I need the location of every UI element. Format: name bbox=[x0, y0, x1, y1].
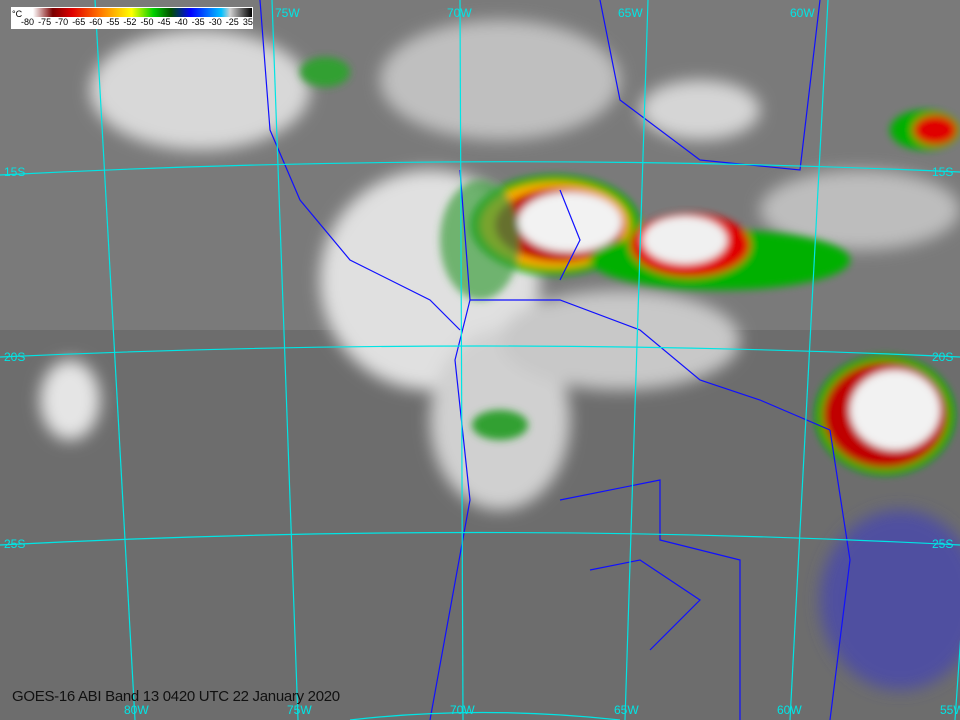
lat-label: 15S bbox=[932, 165, 954, 179]
image-caption: GOES-16 ABI Band 13 0420 UTC 22 January … bbox=[12, 688, 340, 705]
lon-label: 55W bbox=[940, 703, 960, 717]
colorbar-tick: -55 bbox=[106, 17, 120, 27]
colorbar-ticks: -80 -75 -70 -65 -60 -55 -52 -50 -45 -40 … bbox=[21, 17, 253, 27]
colorbar-tick: -35 bbox=[191, 17, 205, 27]
lon-label: 60W bbox=[790, 6, 815, 20]
country-borders bbox=[259, 0, 851, 720]
colorbar-tick: -52 bbox=[123, 17, 137, 27]
lon-label: 70W bbox=[447, 6, 472, 20]
lat-label: 20S bbox=[932, 350, 954, 364]
colorbar-tick: -65 bbox=[72, 17, 86, 27]
lon-label: 70W bbox=[450, 703, 475, 717]
colorbar-tick: -45 bbox=[157, 17, 171, 27]
lon-label: 75W bbox=[287, 703, 312, 717]
lon-label: 65W bbox=[618, 6, 643, 20]
temperature-colorbar: °C -80 -75 -70 -65 -60 -55 -52 -50 -45 -… bbox=[11, 7, 253, 29]
colorbar-ramp bbox=[33, 8, 252, 17]
lon-label: 65W bbox=[614, 703, 639, 717]
lat-label: 20S bbox=[4, 350, 26, 364]
colorbar-tick: -80 bbox=[21, 17, 35, 27]
colorbar-tick: -75 bbox=[38, 17, 52, 27]
colorbar-tick: -25 bbox=[225, 17, 239, 27]
colorbar-tick: -30 bbox=[208, 17, 222, 27]
lat-label: 25S bbox=[932, 537, 954, 551]
lat-label: 15S bbox=[4, 165, 26, 179]
colorbar-tick: -70 bbox=[55, 17, 69, 27]
lat-label: 25S bbox=[4, 537, 26, 551]
lon-label: 80W bbox=[124, 703, 149, 717]
lon-label: 75W bbox=[275, 6, 300, 20]
colorbar-tick: -60 bbox=[89, 17, 103, 27]
colorbar-tick: 35 bbox=[242, 17, 253, 27]
colorbar-tick: -40 bbox=[174, 17, 188, 27]
cold-cloud-tops bbox=[300, 57, 960, 475]
colorbar-unit: °C bbox=[12, 9, 23, 19]
colorbar-tick: -50 bbox=[140, 17, 154, 27]
lon-label: 60W bbox=[777, 703, 802, 717]
